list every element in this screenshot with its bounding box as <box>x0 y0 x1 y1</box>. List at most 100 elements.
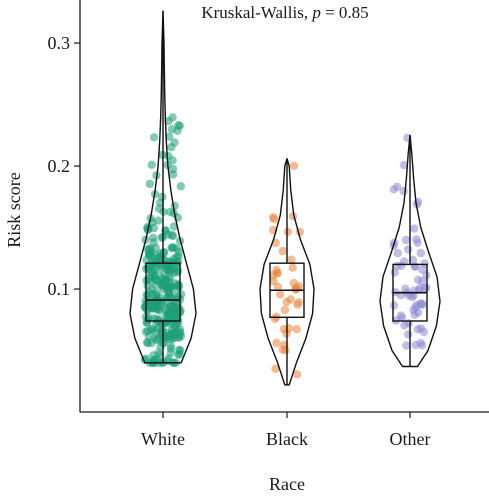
violin-group-white <box>129 10 197 367</box>
data-point <box>269 214 279 224</box>
data-point <box>174 282 184 291</box>
data-point <box>168 231 178 241</box>
data-point <box>411 262 420 271</box>
data-point <box>270 314 280 324</box>
data-point <box>280 305 290 315</box>
data-point <box>291 284 300 293</box>
data-point <box>167 125 177 134</box>
data-point <box>149 133 159 142</box>
x-tick-label: Black <box>266 429 308 449</box>
data-point <box>389 301 399 310</box>
data-point <box>147 284 156 294</box>
data-point <box>412 235 421 244</box>
data-point <box>410 224 419 233</box>
data-point <box>145 251 155 260</box>
data-point <box>282 297 291 307</box>
violin-group-other <box>379 133 441 368</box>
y-axis-ticks: 0.1 0.2 0.3 <box>48 33 80 299</box>
data-point <box>400 257 409 266</box>
data-point <box>403 245 413 254</box>
data-point <box>390 268 399 277</box>
data-point <box>151 264 160 273</box>
y-tick-label: 0.3 <box>48 33 71 53</box>
data-point <box>288 263 297 272</box>
data-point <box>292 370 302 379</box>
data-point <box>287 255 296 264</box>
data-point <box>173 266 183 275</box>
data-point <box>411 303 420 312</box>
data-point <box>278 246 287 256</box>
data-point <box>175 345 184 355</box>
box-iqr <box>145 262 181 322</box>
data-point <box>272 338 281 348</box>
data-point <box>155 198 165 207</box>
data-point <box>410 310 419 319</box>
title-main: Kruskal-Wallis, <box>201 3 312 22</box>
data-point <box>152 302 161 311</box>
data-point <box>165 290 174 299</box>
data-point <box>145 179 154 189</box>
x-tick-label: Other <box>390 429 431 449</box>
data-point <box>165 132 174 141</box>
violin-group-black <box>259 158 315 386</box>
data-point <box>154 348 163 357</box>
data-point <box>160 304 169 313</box>
x-axis-label: Race <box>269 474 305 494</box>
data-point <box>147 160 156 169</box>
data-point <box>174 251 183 261</box>
data-point <box>402 341 411 350</box>
data-point <box>147 338 156 348</box>
data-point <box>151 327 160 336</box>
data-point <box>164 331 173 341</box>
data-point <box>292 325 301 334</box>
data-point <box>404 330 413 339</box>
data-point <box>401 235 411 245</box>
data-point <box>389 185 399 194</box>
data-point <box>169 170 178 179</box>
plot-area <box>129 10 441 386</box>
data-point <box>163 277 172 287</box>
x-tick-label: White <box>141 429 185 449</box>
data-point <box>399 160 409 170</box>
data-point <box>175 329 184 339</box>
data-point <box>401 284 410 293</box>
data-point <box>413 325 422 334</box>
data-point <box>157 233 166 242</box>
data-point <box>416 248 425 258</box>
data-point <box>273 269 282 278</box>
data-point <box>163 356 172 366</box>
data-point <box>420 283 430 293</box>
data-point <box>416 338 425 347</box>
data-point <box>168 113 177 122</box>
y-axis-label: Risk score <box>4 172 24 248</box>
data-point <box>176 182 185 191</box>
data-point <box>408 255 418 264</box>
y-tick-label: 0.2 <box>48 156 71 176</box>
data-point <box>399 186 408 196</box>
data-point <box>157 329 166 338</box>
data-point <box>289 161 299 171</box>
data-point <box>162 265 172 274</box>
title-value: = 0.85 <box>321 3 369 22</box>
data-point <box>166 341 175 350</box>
data-point <box>400 321 409 330</box>
title-p: p <box>311 3 321 22</box>
data-point <box>149 223 159 233</box>
data-point <box>147 257 156 267</box>
data-point <box>283 227 293 237</box>
y-tick-label: 0.1 <box>48 279 71 299</box>
data-point <box>279 324 289 334</box>
data-point <box>293 300 302 309</box>
data-point <box>273 282 283 292</box>
data-point <box>167 243 176 252</box>
data-point <box>271 364 280 373</box>
data-point <box>276 290 285 299</box>
data-point <box>143 305 152 315</box>
x-axis-ticks: White Black Other <box>141 412 430 449</box>
data-point <box>167 143 176 152</box>
chart-title: Kruskal-Wallis, p = 0.85 <box>201 3 368 22</box>
data-point <box>170 201 179 211</box>
data-point <box>148 233 158 242</box>
data-point <box>418 265 427 274</box>
